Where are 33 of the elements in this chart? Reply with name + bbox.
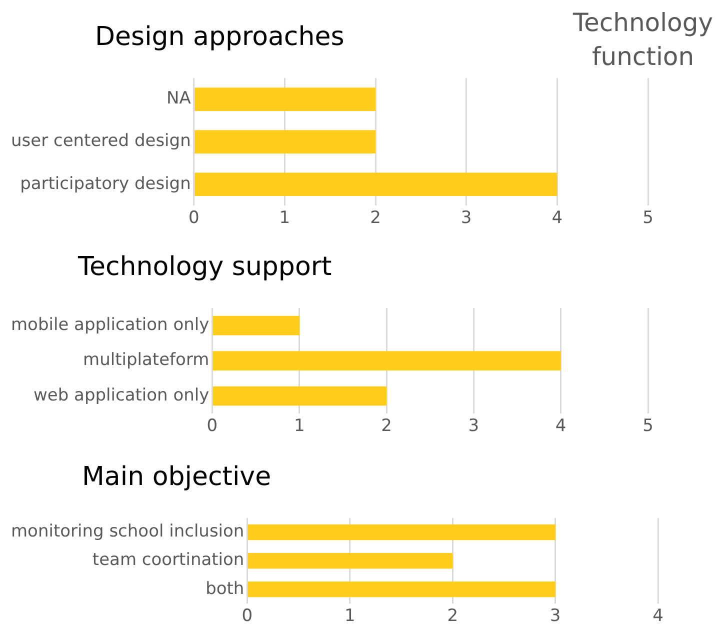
x-tick-label: 4: [552, 208, 563, 228]
bar: [212, 386, 387, 406]
bar: [212, 316, 300, 336]
x-tick-label: 5: [642, 208, 654, 228]
x-tick-label: 3: [468, 416, 480, 436]
y-tick-label: user centered design: [10, 131, 191, 152]
x-tick-label: 0: [206, 416, 218, 436]
chart-title: Main objective: [82, 462, 272, 492]
x-tick-label: 3: [550, 606, 561, 626]
y-tick-label: participatory design: [20, 174, 191, 194]
x-tick-label: 0: [188, 208, 200, 228]
chart-title: Technology support: [78, 252, 332, 282]
x-tick-label: 4: [555, 416, 566, 436]
y-tick-label: multiplateform: [83, 350, 210, 370]
y-tick-label: both: [206, 578, 244, 599]
x-tick-label: 3: [460, 208, 472, 228]
x-tick-label: 1: [344, 606, 356, 626]
y-tick-label: web application only: [33, 385, 210, 406]
x-tick-label: 0: [242, 606, 253, 626]
y-tick-label: NA: [166, 88, 192, 109]
chart-title: Design approaches: [95, 22, 344, 52]
x-tick-label: 1: [279, 208, 290, 228]
y-tick-label: monitoring school inclusion: [10, 522, 244, 542]
x-tick-label: 1: [294, 416, 305, 436]
x-tick-label: 5: [642, 416, 654, 436]
x-tick-label: 4: [652, 606, 664, 626]
bar: [212, 351, 561, 370]
y-tick-label: mobile application only: [10, 315, 210, 336]
x-tick-label: 2: [447, 606, 458, 626]
text: Technology function: [572, 7, 714, 73]
x-tick-label: 2: [370, 208, 381, 228]
y-tick-label: team coortination: [92, 550, 244, 570]
x-tick-label: 2: [381, 416, 392, 436]
